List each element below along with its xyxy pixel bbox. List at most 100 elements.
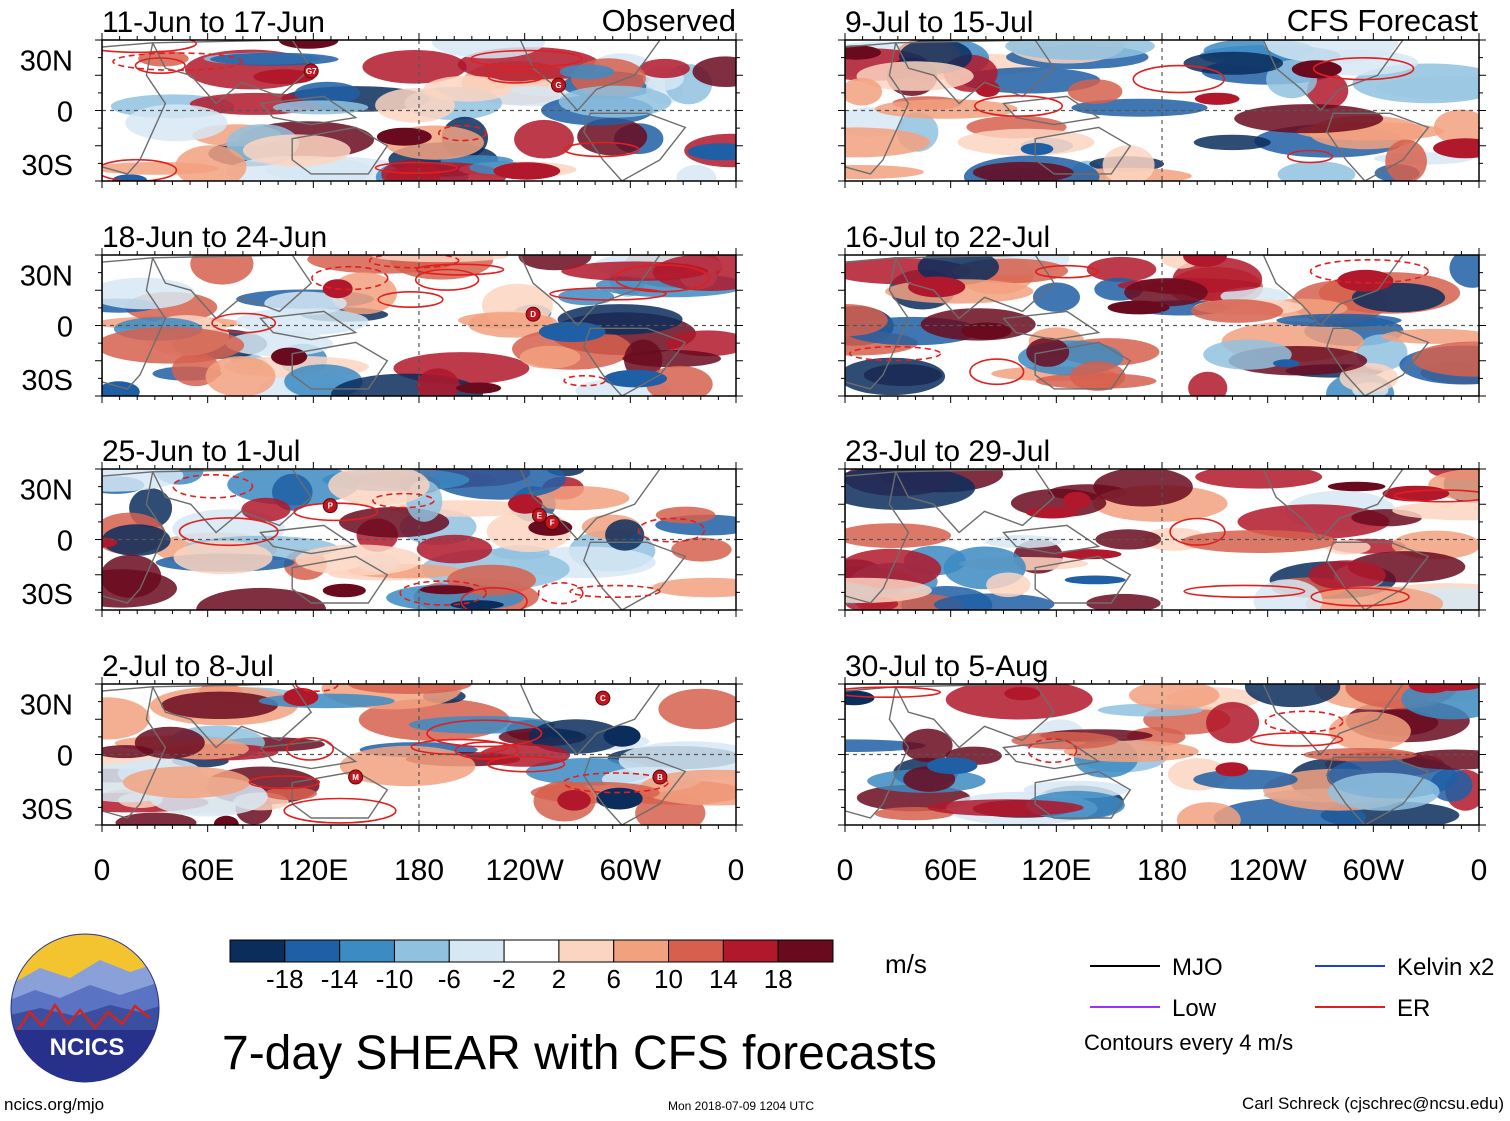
colorbar-tick-label: -6 [438,964,461,994]
map-panel: 30-Jul to 5-Aug [838,650,1486,832]
coastline [1262,469,1404,541]
panel-date-label: 16-Jul to 22-Jul [845,221,1050,254]
er-contour [1249,732,1344,747]
panel-ticks [95,677,743,832]
coastline [1262,40,1404,112]
shear-blob [432,40,545,59]
er-contour [1264,710,1344,733]
coastline [1002,310,1101,341]
shear-core [1020,142,1054,156]
shear-blob [985,535,1062,549]
logo-text: NCICS [50,1034,125,1061]
colorbar: -18 -14 -10 -6 -2 2 6 10 14 18 [229,939,834,994]
shear-core [547,730,583,739]
coastline [894,684,1056,749]
er-contour [563,772,669,794]
shear-blob [1328,711,1411,751]
shear-core [456,382,502,394]
shear-blob [1086,256,1157,282]
storm-marker: G7 [303,63,319,79]
shear-blob [845,127,931,158]
er-contour [563,141,640,158]
map-panel: 9-Jul to 15-Jul [838,6,1486,188]
colorbar-tick-label: 14 [709,964,738,994]
storm-icon [525,306,541,322]
colorbar-swatch [339,939,395,963]
panel-ticks [838,462,1486,617]
shear-blob [225,331,333,357]
map-panel: P EF 25-Jun to 1-Jul 30N 0 30S [20,435,743,617]
shear-core [1026,506,1079,519]
shear-blob [479,743,571,767]
shear-blob [519,345,581,369]
shear-blob [339,745,476,787]
coastline [259,739,358,770]
shear-blob [1033,282,1080,312]
colorbar-swatch [613,939,670,963]
storm-icon [544,515,560,531]
colorbar-swatch [777,939,834,963]
longitude-label: 0 [728,854,745,887]
storm-icon [348,769,364,785]
latitude-label: 0 [57,312,73,344]
shear-blob [902,728,953,762]
panel-date-label: 23-Jul to 29-Jul [845,435,1050,468]
shear-core [1194,92,1240,105]
coastline [845,42,910,175]
legend-label: Kelvin x2 [1397,954,1494,981]
coastline [583,112,687,181]
shear-blob [927,799,1084,817]
coastline [519,40,661,112]
shear-blob [622,350,721,368]
shear-blob [1005,40,1155,60]
er-contour [248,775,320,790]
er-contour [1309,258,1429,284]
shear-blob [205,356,276,396]
shear-core [213,815,239,825]
shear-blob [1234,104,1384,134]
storm-icon [531,508,547,524]
shear-blob [658,688,736,730]
coastline [1002,95,1101,126]
shear-blob [423,75,512,102]
author-credit: Carl Schreck (cjschrec@ncsu.edu) [1242,1094,1504,1113]
shear-core [1004,686,1041,701]
shear-blob [264,291,347,315]
longitude-label: 120W [485,854,564,887]
site-link[interactable]: ncics.org/mjo [4,1095,105,1114]
figure-title: 7-day SHEAR with CFS forecasts [222,1027,937,1080]
colorbar-tick-label: 18 [764,964,793,994]
longitude-label: 0 [1471,854,1488,887]
coastline [1326,541,1430,610]
shear-blob [605,519,645,551]
colorbar-tick-label: 6 [606,964,620,994]
shear-core [596,787,643,810]
colorbar-tick-label: 2 [552,964,566,994]
shear-blob [134,726,205,759]
er-contour [415,263,505,276]
shear-blob [1195,469,1323,489]
shear-field [845,255,1479,396]
colorbar-swatch [668,939,724,963]
shear-core [1273,359,1300,368]
shear-blob [372,255,509,263]
shear-blob [1070,361,1126,391]
shear-core [1183,255,1227,267]
er-contour [414,268,480,291]
coastline [151,255,313,320]
map-panel: 23-Jul to 29-Jul [838,435,1486,617]
panel-date-label: 2-Jul to 8-Jul [102,650,274,683]
shear-blob [558,288,615,306]
er-contour [470,49,584,68]
observed-label: Observed [602,3,736,38]
shear-core [253,69,315,85]
colorbar-swatch [558,939,615,963]
shear-blob [1308,560,1386,590]
shear-blob [122,766,251,799]
shear-blob [1203,339,1292,370]
shear-blob [1305,586,1444,610]
colorbar-tick-label: -18 [266,964,304,994]
storm-icon [652,769,668,785]
colorbar-tick-label: -10 [376,964,414,994]
shear-core [102,381,140,396]
